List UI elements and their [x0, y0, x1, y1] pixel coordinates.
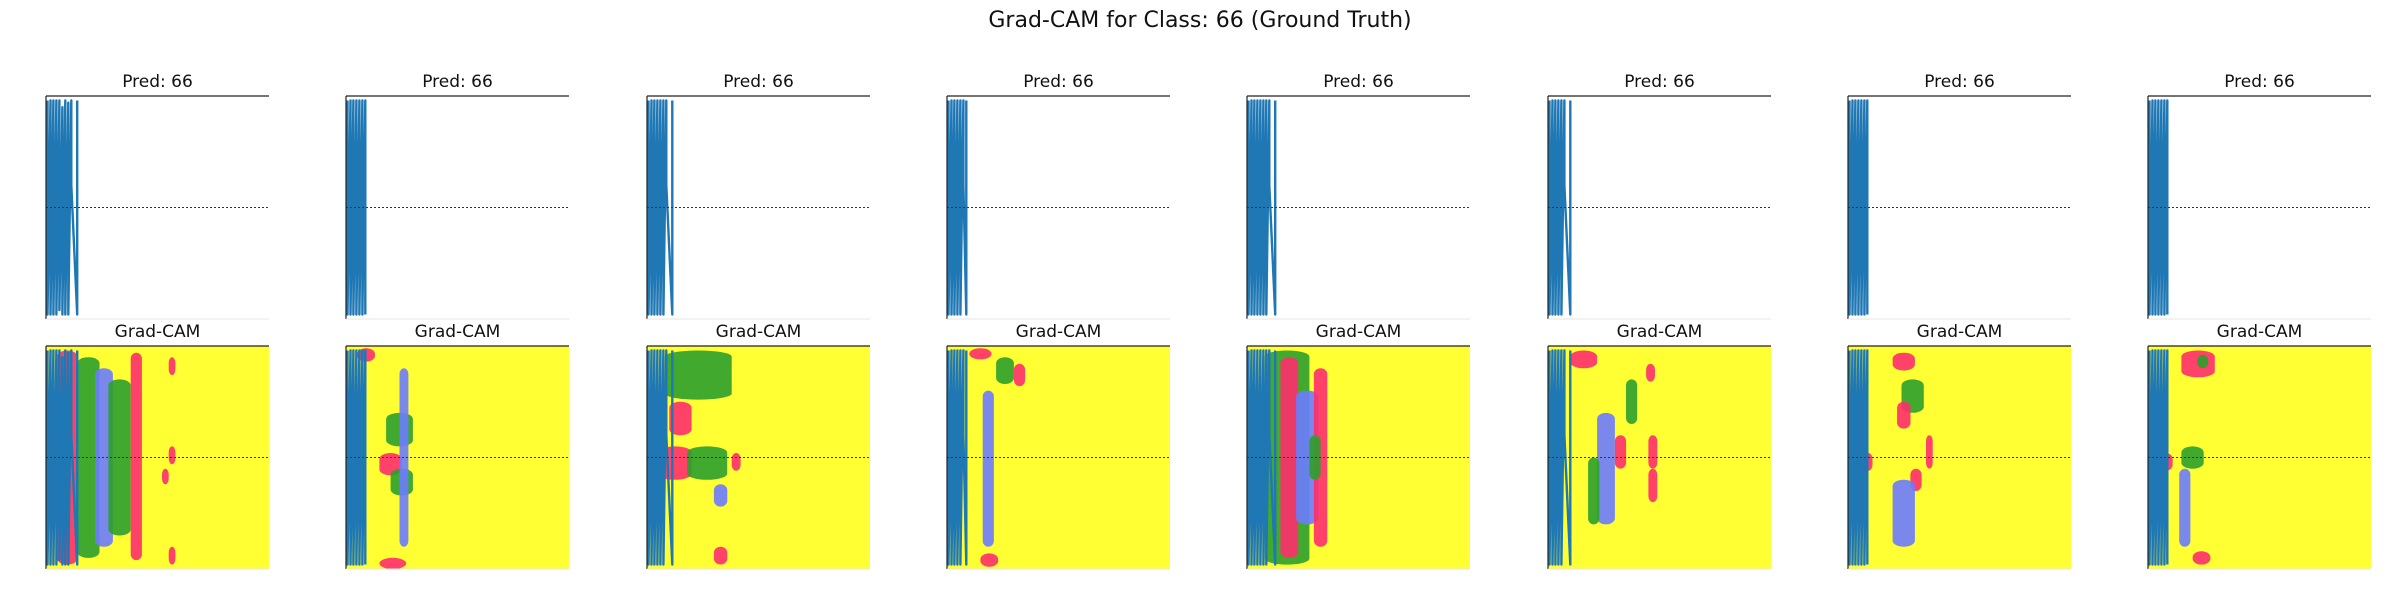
prediction-panel	[45, 95, 269, 320]
gradcam-panel	[946, 345, 1170, 570]
heatmap-hotspot	[379, 557, 407, 569]
heatmap-hotspot	[2197, 354, 2209, 369]
heatmap-hotspot	[1648, 435, 1658, 469]
heatmap-hotspot	[980, 553, 999, 567]
heatmap-hotspot	[1597, 412, 1615, 525]
heatmap-hotspot	[1892, 352, 1915, 371]
gradcam-panel-title: Grad-CAM	[1015, 322, 1102, 342]
heatmap-hotspot	[996, 357, 1014, 384]
heatmap-hotspot	[1892, 479, 1915, 547]
gradcam-panel-title: Grad-CAM	[1916, 322, 2003, 342]
figure-title: Grad-CAM for Class: 66 (Ground Truth)	[988, 8, 1412, 33]
gradcam-panel	[45, 345, 269, 570]
heatmap-hotspot	[2179, 468, 2191, 547]
gradcam-trace	[2148, 349, 2169, 566]
gradcam-panel-title: Grad-CAM	[2216, 322, 2303, 342]
heatmap-hotspot	[168, 546, 176, 565]
prediction-panel	[646, 95, 870, 320]
heatmap-hotspot	[168, 357, 176, 375]
gradcam-panel-title: Grad-CAM	[1315, 322, 1402, 342]
heatmap-hotspot	[130, 352, 142, 561]
heatmap-hotspot	[1926, 435, 1933, 469]
heatmap-hotspot	[1280, 357, 1299, 558]
gradcam-panel	[646, 345, 870, 570]
gradcam-panel	[2147, 345, 2371, 570]
prediction-panel	[2147, 95, 2371, 320]
gradcam-panel	[1246, 345, 1470, 570]
heatmap-hotspot	[1648, 468, 1658, 503]
signal-trace	[1548, 99, 1572, 316]
gradcam-trace	[46, 349, 79, 566]
gradcam-panel	[1847, 345, 2071, 570]
heatmap-hotspot	[168, 446, 176, 465]
heatmap-hotspot	[713, 484, 728, 507]
signal-trace	[1848, 99, 1869, 316]
signal-trace	[46, 99, 79, 316]
prediction-panel-title: Pred: 66	[2224, 72, 2295, 92]
heatmap-hotspot	[664, 350, 732, 400]
prediction-panel	[345, 95, 569, 320]
prediction-panel-title: Pred: 66	[1323, 72, 1394, 92]
prediction-panel-title: Pred: 66	[1624, 72, 1695, 92]
prediction-panel	[946, 95, 1170, 320]
heatmap-hotspot	[2192, 551, 2211, 565]
gradcam-panel-title: Grad-CAM	[1616, 322, 1703, 342]
heatmap-hotspot	[162, 468, 169, 485]
gradcam-trace	[346, 349, 367, 566]
prediction-panel-title: Pred: 66	[1023, 72, 1094, 92]
heatmap-hotspot	[1626, 379, 1638, 424]
heatmap-hotspot	[731, 453, 741, 471]
heatmap-hotspot	[713, 546, 728, 565]
prediction-panel-title: Pred: 66	[422, 72, 493, 92]
prediction-panel-title: Pred: 66	[1924, 72, 1995, 92]
heatmap-hotspot	[77, 357, 100, 558]
heatmap-hotspot	[1570, 350, 1598, 369]
signal-trace	[346, 99, 367, 316]
heatmap-hotspot	[982, 390, 994, 547]
heatmap-hotspot	[687, 446, 728, 480]
gradcam-panel-title: Grad-CAM	[715, 322, 802, 342]
gradcam-panel	[1547, 345, 1771, 570]
gradcam-panel-title: Grad-CAM	[414, 322, 501, 342]
prediction-panel-title: Pred: 66	[122, 72, 193, 92]
prediction-panel	[1246, 95, 1470, 320]
gradcam-panel-title: Grad-CAM	[114, 322, 201, 342]
heatmap-hotspot	[1646, 363, 1655, 382]
heatmap-hotspot	[1588, 457, 1600, 525]
heatmap-hotspot	[669, 401, 692, 436]
gradcam-panel	[345, 345, 569, 570]
gradcam-trace	[947, 349, 968, 566]
heatmap-hotspot	[1013, 363, 1026, 387]
signal-trace	[2148, 99, 2169, 316]
prediction-panel-title: Pred: 66	[723, 72, 794, 92]
heatmap-hotspot	[1614, 435, 1627, 469]
gradcam-trace	[1848, 349, 1869, 566]
signal-trace	[947, 99, 968, 316]
heatmap-hotspot	[1897, 401, 1911, 429]
prediction-panel	[1847, 95, 2071, 320]
heatmap-hotspot	[969, 348, 992, 360]
gradcam-trace	[1548, 349, 1572, 566]
prediction-panel	[1547, 95, 1771, 320]
